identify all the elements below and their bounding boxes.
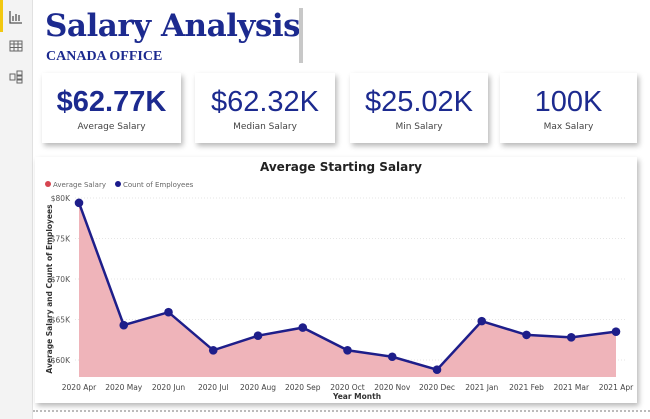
active-indicator	[0, 0, 3, 32]
legend-label-count-employees[interactable]: Count of Employees	[123, 181, 194, 189]
page-boundary	[33, 410, 650, 412]
y-tick-label: $70K	[51, 275, 71, 284]
sidebar	[0, 0, 33, 419]
x-tick-label: 2020 May	[105, 383, 143, 392]
x-tick-label: 2020 Nov	[374, 383, 411, 392]
y-axis-title: Average Salary and Count of Employees	[45, 204, 54, 374]
data-point[interactable]	[343, 345, 352, 355]
page-subtitle: CANADA OFFICE	[46, 49, 163, 64]
chart-svg: Average Starting Salary Average Salary C…	[45, 160, 634, 401]
y-tick-label: $65K	[51, 316, 71, 325]
chart-title: Average Starting Salary	[260, 160, 422, 174]
legend-label-average-salary[interactable]: Average Salary	[53, 181, 106, 189]
x-tick-label: 2021 Feb	[509, 383, 544, 392]
kpi-card-average[interactable]: $62.77K Average Salary	[42, 73, 181, 143]
legend-marker-average-salary	[45, 181, 51, 187]
x-tick-label: 2020 Oct	[330, 383, 364, 392]
data-point[interactable]	[522, 330, 531, 340]
x-tick-label: 2021 Apr	[599, 383, 634, 392]
page-title: Salary Analysis	[45, 8, 301, 44]
report-icon[interactable]	[9, 10, 23, 24]
x-tick-label: 2020 Jul	[198, 383, 229, 392]
y-tick-label: $75K	[51, 235, 71, 244]
kpi-card-min[interactable]: $25.02K Min Salary	[350, 73, 488, 143]
data-point[interactable]	[432, 365, 442, 375]
x-tick-label: 2020 Dec	[419, 383, 455, 392]
data-point[interactable]	[611, 327, 621, 336]
kpi-label: Max Salary	[543, 122, 594, 132]
x-tick-label: 2021 Mar	[553, 383, 590, 392]
data-point[interactable]	[253, 331, 263, 340]
x-tick-label: 2020 Aug	[240, 383, 276, 392]
data-point[interactable]	[566, 333, 576, 342]
model-icon[interactable]	[9, 70, 23, 84]
legend-marker-count-employees	[115, 181, 121, 187]
data-point[interactable]	[298, 323, 308, 332]
kpi-label: Average Salary	[77, 122, 146, 132]
kpi-value: $25.02K	[364, 86, 474, 118]
data-point[interactable]	[164, 307, 173, 317]
x-tick-label: 2020 Apr	[62, 383, 97, 392]
data-point[interactable]	[74, 198, 84, 208]
kpi-label: Median Salary	[233, 122, 297, 132]
y-tick-label: $60K	[51, 356, 71, 365]
table-icon[interactable]	[9, 39, 23, 53]
x-tick-label: 2021 Jan	[465, 383, 498, 392]
kpi-label: Min Salary	[395, 122, 443, 132]
data-point[interactable]	[208, 345, 218, 355]
y-tick-label: $80K	[51, 194, 71, 203]
x-axis-title: Year Month	[332, 392, 381, 401]
kpi-value: $62.32K	[210, 86, 320, 118]
data-point[interactable]	[387, 352, 397, 362]
kpi-card-median[interactable]: $62.32K Median Salary	[195, 73, 335, 143]
divider	[299, 8, 303, 63]
x-tick-label: 2020 Jun	[152, 383, 185, 392]
average-salary-area	[79, 202, 616, 378]
kpi-card-max[interactable]: 100K Max Salary	[500, 73, 637, 143]
x-tick-label: 2020 Sep	[285, 383, 321, 392]
kpi-value: 100K	[534, 86, 603, 118]
salary-chart[interactable]: Average Starting Salary Average Salary C…	[35, 157, 637, 403]
data-point[interactable]	[119, 320, 129, 330]
kpi-value: $62.77K	[56, 86, 167, 118]
data-point[interactable]	[477, 316, 487, 326]
